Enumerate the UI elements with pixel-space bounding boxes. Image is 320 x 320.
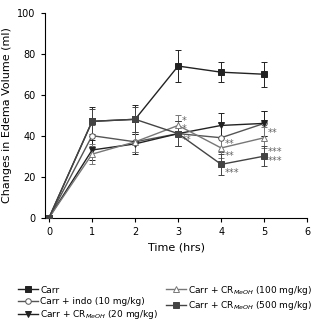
Text: **: **: [225, 139, 234, 149]
Text: ***: ***: [225, 168, 239, 178]
Legend: Carr, Carr + indo (10 mg/kg), Carr + CR$_{MeOH}$ (20 mg/kg), Carr + CR$_{MeOH}$ : Carr, Carr + indo (10 mg/kg), Carr + CR$…: [18, 284, 312, 320]
Text: *: *: [181, 116, 187, 126]
Text: ***: ***: [268, 147, 282, 157]
Text: ***: ***: [268, 156, 282, 166]
Y-axis label: Changes in Edema Volume (ml): Changes in Edema Volume (ml): [2, 27, 12, 203]
Text: **: **: [181, 135, 191, 145]
Text: *: *: [181, 124, 187, 133]
Text: **: **: [225, 151, 234, 161]
X-axis label: Time (hrs): Time (hrs): [148, 242, 204, 252]
Text: **: **: [268, 128, 277, 138]
